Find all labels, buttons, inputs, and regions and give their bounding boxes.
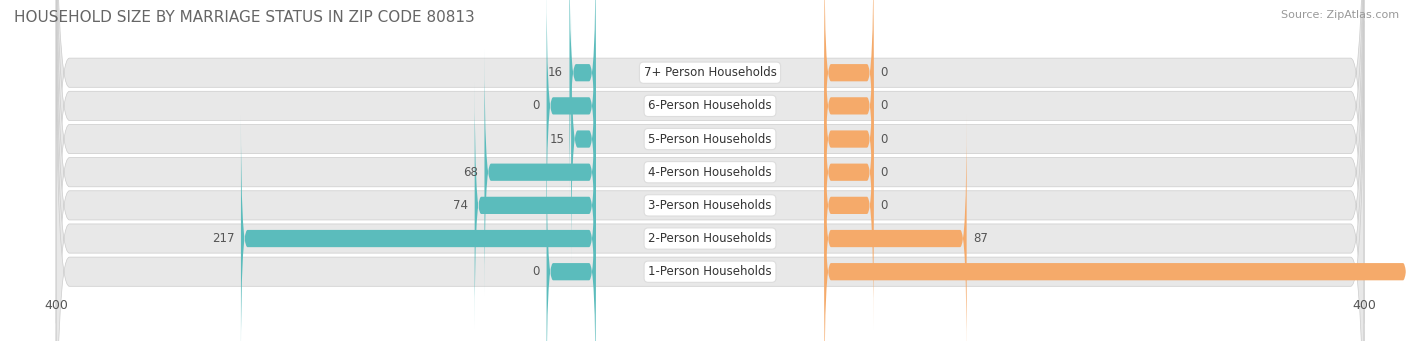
FancyBboxPatch shape bbox=[824, 148, 1406, 341]
FancyBboxPatch shape bbox=[824, 15, 873, 263]
Text: 7+ Person Households: 7+ Person Households bbox=[644, 66, 776, 79]
FancyBboxPatch shape bbox=[485, 48, 596, 296]
Text: 0: 0 bbox=[533, 99, 540, 113]
FancyBboxPatch shape bbox=[56, 21, 1364, 341]
Text: 6-Person Households: 6-Person Households bbox=[648, 99, 772, 113]
Text: 74: 74 bbox=[453, 199, 468, 212]
FancyBboxPatch shape bbox=[56, 0, 1364, 341]
Text: 0: 0 bbox=[880, 166, 887, 179]
FancyBboxPatch shape bbox=[56, 0, 1364, 341]
FancyBboxPatch shape bbox=[824, 0, 873, 197]
Text: Source: ZipAtlas.com: Source: ZipAtlas.com bbox=[1281, 10, 1399, 20]
Text: 0: 0 bbox=[880, 66, 887, 79]
FancyBboxPatch shape bbox=[569, 0, 596, 197]
FancyBboxPatch shape bbox=[240, 115, 596, 341]
FancyBboxPatch shape bbox=[547, 148, 596, 341]
Text: 87: 87 bbox=[973, 232, 988, 245]
Text: 68: 68 bbox=[463, 166, 478, 179]
Text: 0: 0 bbox=[880, 199, 887, 212]
FancyBboxPatch shape bbox=[56, 0, 1364, 341]
Text: 0: 0 bbox=[533, 265, 540, 278]
Text: 0: 0 bbox=[880, 99, 887, 113]
FancyBboxPatch shape bbox=[475, 81, 596, 329]
FancyBboxPatch shape bbox=[56, 0, 1364, 341]
FancyBboxPatch shape bbox=[56, 0, 1364, 324]
FancyBboxPatch shape bbox=[56, 0, 1364, 341]
Text: 5-Person Households: 5-Person Households bbox=[648, 133, 772, 146]
FancyBboxPatch shape bbox=[824, 81, 873, 329]
Text: 217: 217 bbox=[212, 232, 235, 245]
Text: 0: 0 bbox=[880, 133, 887, 146]
FancyBboxPatch shape bbox=[824, 115, 967, 341]
Text: 4-Person Households: 4-Person Households bbox=[648, 166, 772, 179]
FancyBboxPatch shape bbox=[571, 15, 596, 263]
Text: 3-Person Households: 3-Person Households bbox=[648, 199, 772, 212]
Text: 1-Person Households: 1-Person Households bbox=[648, 265, 772, 278]
Text: 2-Person Households: 2-Person Households bbox=[648, 232, 772, 245]
Text: 15: 15 bbox=[550, 133, 565, 146]
FancyBboxPatch shape bbox=[824, 48, 873, 296]
FancyBboxPatch shape bbox=[547, 0, 596, 230]
Text: HOUSEHOLD SIZE BY MARRIAGE STATUS IN ZIP CODE 80813: HOUSEHOLD SIZE BY MARRIAGE STATUS IN ZIP… bbox=[14, 10, 475, 25]
Text: 16: 16 bbox=[548, 66, 562, 79]
FancyBboxPatch shape bbox=[824, 0, 873, 230]
